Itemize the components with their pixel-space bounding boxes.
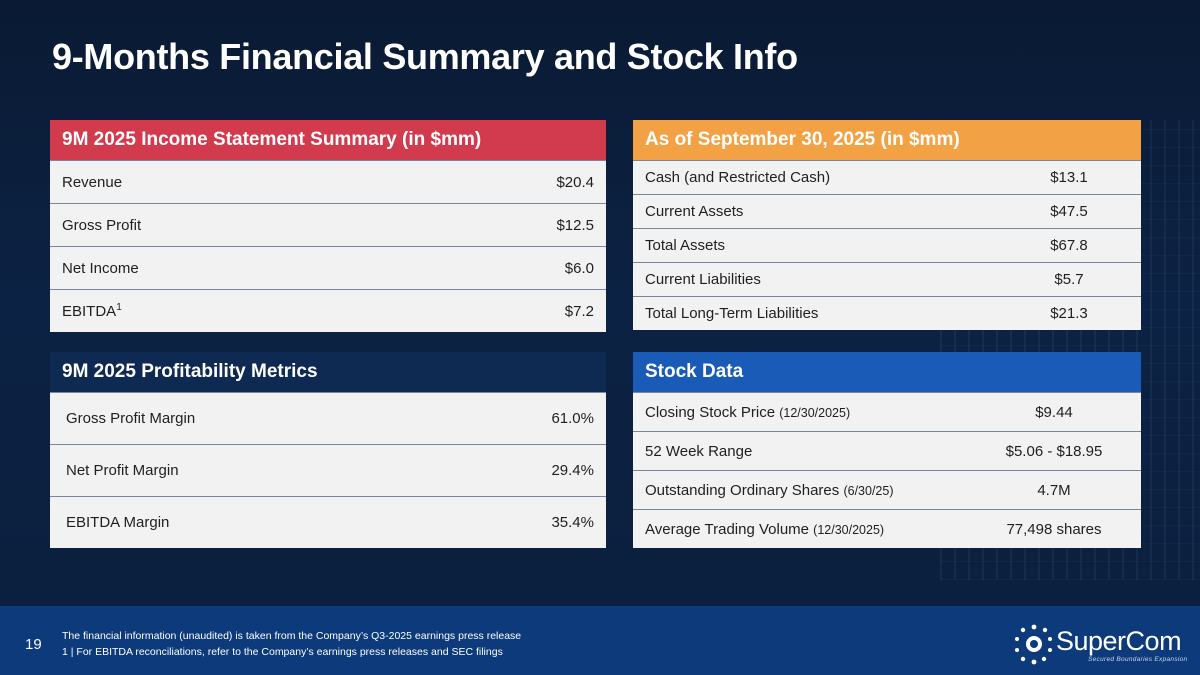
row-label: Average Trading Volume xyxy=(645,520,809,538)
row-label: Closing Stock Price xyxy=(645,403,776,421)
logo-wordmark: SuperCom xyxy=(1056,626,1182,656)
row-label-group: 52 Week Range xyxy=(645,443,752,460)
row-value: $13.1 xyxy=(1050,169,1088,186)
page-number: 19 xyxy=(25,636,42,653)
row-label-group: Average Trading Volume (12/30/2025) xyxy=(645,521,884,538)
footnote-source: The financial information (unaudited) is… xyxy=(62,630,522,642)
row-label: Net Income xyxy=(62,259,139,277)
footnotes: The financial information (unaudited) is… xyxy=(62,628,521,660)
row-date-note: (12/30/2025) xyxy=(813,522,885,537)
row-value: 29.4% xyxy=(551,462,594,479)
table-row: Revenue $20.4 xyxy=(50,160,606,203)
table-row: Current Liabilities $5.7 xyxy=(633,262,1141,296)
row-label: Current Liabilities xyxy=(645,271,761,288)
supercom-logo: SuperCom Secured Boundaries Expansion xyxy=(1012,620,1192,666)
row-value: $7.2 xyxy=(564,302,594,320)
balance-sheet-header: As of September 30, 2025 (in $mm) xyxy=(633,120,1141,160)
table-row: Gross Profit Margin 61.0% xyxy=(50,392,606,444)
row-value: $20.4 xyxy=(556,173,594,191)
row-label: EBITDA xyxy=(62,303,117,320)
row-label-group: Closing Stock Price (12/30/2025) xyxy=(645,404,850,421)
row-label: EBITDA Margin xyxy=(66,514,170,531)
row-label-group: Outstanding Ordinary Shares (6/30/25) xyxy=(645,482,893,499)
row-label: Total Long-Term Liabilities xyxy=(645,305,819,322)
row-label: Outstanding Ordinary Shares xyxy=(645,481,840,499)
table-row: Gross Profit $12.5 xyxy=(50,203,606,246)
row-value: $67.8 xyxy=(1050,237,1088,254)
footnote-ebitda: 1 | For EBITDA reconciliations, refer to… xyxy=(62,646,503,658)
profitability-header: 9M 2025 Profitability Metrics xyxy=(50,352,606,392)
table-row: EBITDA Margin 35.4% xyxy=(50,496,606,548)
row-value: $5.7 xyxy=(1054,271,1084,288)
logo-dots-icon xyxy=(1015,624,1052,665)
stock-data-panel: Stock Data Closing Stock Price (12/30/20… xyxy=(633,352,1141,548)
row-date-note: (12/30/2025) xyxy=(779,405,851,420)
table-row: Net Profit Margin 29.4% xyxy=(50,444,606,496)
row-value: 35.4% xyxy=(551,514,594,531)
footer-bar: 19 The financial information (unaudited)… xyxy=(0,606,1200,675)
table-row: Net Income $6.0 xyxy=(50,246,606,289)
row-label: Revenue xyxy=(62,173,123,191)
row-value: 77,498 shares xyxy=(1006,520,1102,538)
table-row: EBITDA1 $7.2 xyxy=(50,289,606,332)
row-label: Current Assets xyxy=(645,203,744,220)
row-label: Gross Profit Margin xyxy=(66,410,196,427)
profitability-panel: 9M 2025 Profitability Metrics Gross Prof… xyxy=(50,352,606,548)
table-row: Average Trading Volume (12/30/2025) 77,4… xyxy=(633,509,1141,548)
row-value: $12.5 xyxy=(556,216,594,234)
footnote-marker: 1 xyxy=(116,302,122,313)
row-value: $6.0 xyxy=(564,259,594,277)
logo-tagline: Secured Boundaries Expansion xyxy=(1088,656,1188,663)
table-row: Outstanding Ordinary Shares (6/30/25) 4.… xyxy=(633,470,1141,509)
row-date-note: (6/30/25) xyxy=(843,483,894,498)
table-row: Total Assets $67.8 xyxy=(633,228,1141,262)
income-statement-panel: 9M 2025 Income Statement Summary (in $mm… xyxy=(50,120,606,332)
table-row: Closing Stock Price (12/30/2025) $9.44 xyxy=(633,392,1141,431)
table-row: 52 Week Range $5.06 - $18.95 xyxy=(633,431,1141,470)
row-value: 4.7M xyxy=(1037,481,1071,499)
row-value: $5.06 - $18.95 xyxy=(1005,442,1103,460)
row-value: $47.5 xyxy=(1050,203,1088,220)
row-label-group: EBITDA1 xyxy=(62,302,122,320)
row-value: 61.0% xyxy=(551,410,594,427)
row-label: Total Assets xyxy=(645,237,726,254)
row-label: 52 Week Range xyxy=(645,442,753,460)
row-label: Cash (and Restricted Cash) xyxy=(645,169,831,186)
row-value: $9.44 xyxy=(1035,403,1073,421)
table-row: Current Assets $47.5 xyxy=(633,194,1141,228)
table-row: Total Long-Term Liabilities $21.3 xyxy=(633,296,1141,330)
income-statement-header: 9M 2025 Income Statement Summary (in $mm… xyxy=(50,120,606,160)
row-label: Net Profit Margin xyxy=(66,462,179,479)
row-label: Gross Profit xyxy=(62,216,142,234)
table-row: Cash (and Restricted Cash) $13.1 xyxy=(633,160,1141,194)
balance-sheet-panel: As of September 30, 2025 (in $mm) Cash (… xyxy=(633,120,1141,330)
stock-data-header: Stock Data xyxy=(633,352,1141,392)
page-title: 9-Months Financial Summary and Stock Inf… xyxy=(52,36,798,77)
row-value: $21.3 xyxy=(1050,305,1088,322)
